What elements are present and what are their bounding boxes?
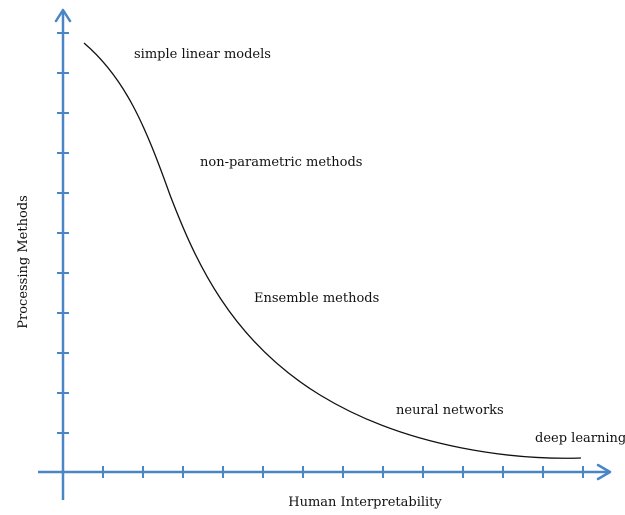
label-non-parametric-methods: non-parametric methods [200,155,362,170]
label-simple-linear-models: simple linear models [134,47,271,62]
axes [38,8,612,500]
label-neural-networks: neural networks [396,403,504,418]
y-axis-title: Processing Methods [16,195,31,329]
label-ensemble-methods: Ensemble methods [254,291,379,306]
label-deep-learning: deep learning [535,431,625,446]
tradeoff-curve [83,42,582,459]
x-axis-title: Human Interpretability [288,495,442,510]
y-axis-ticks [57,32,69,434]
y-axis-arrowhead [54,8,72,23]
x-axis-ticks [102,466,584,478]
x-axis-arrowhead [596,463,612,481]
